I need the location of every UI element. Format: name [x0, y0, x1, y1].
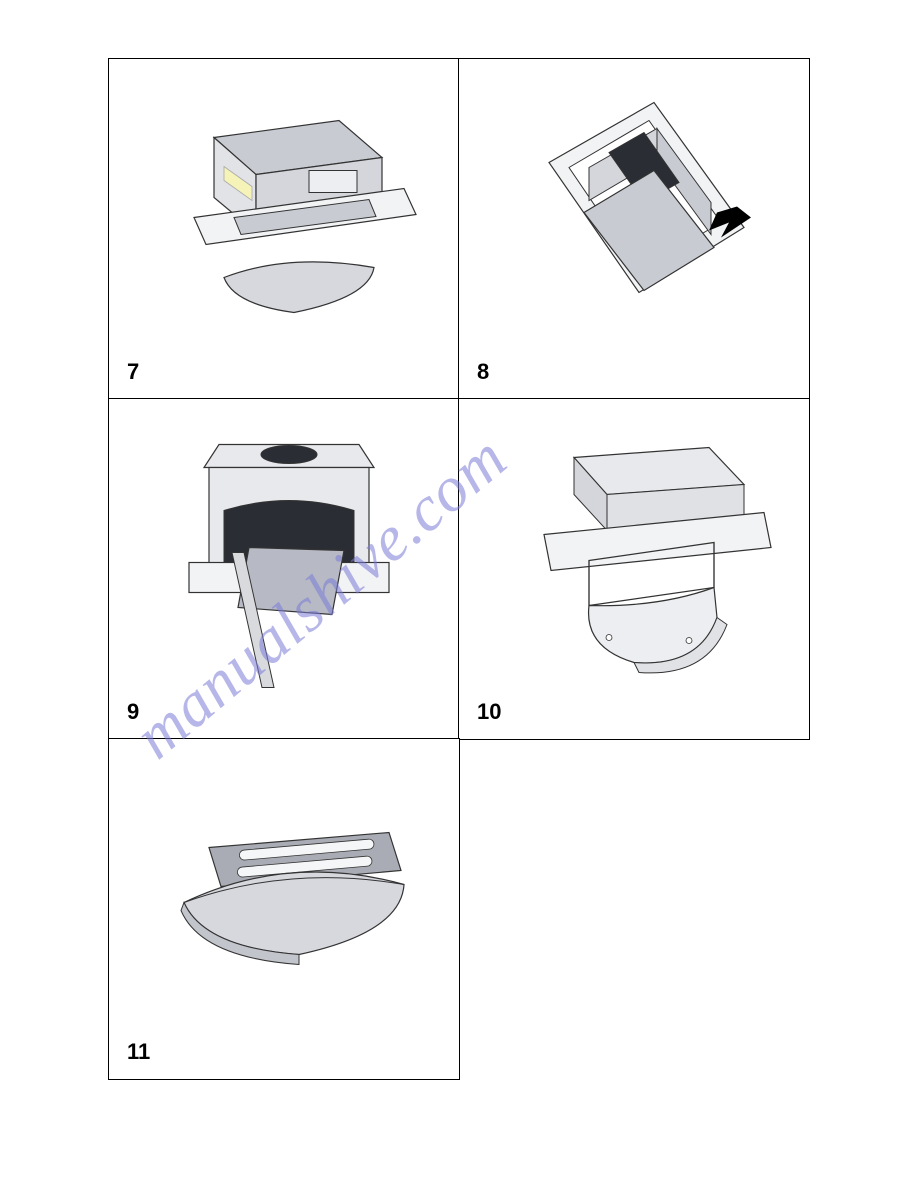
- step-illustration: [489, 413, 779, 698]
- step-number: 8: [477, 359, 489, 385]
- step-illustration: [489, 73, 779, 358]
- step-illustration: [139, 793, 429, 998]
- manual-page: 7 8: [108, 58, 808, 1078]
- step-cell: 8: [458, 58, 810, 400]
- step-illustration: [154, 403, 414, 708]
- step-cell: 11: [108, 738, 460, 1080]
- step-cell: 7: [108, 58, 460, 400]
- step-cell: 10: [458, 398, 810, 740]
- step-cell: 9: [108, 398, 460, 740]
- step-number: 7: [127, 359, 139, 385]
- step-number: 9: [127, 699, 139, 725]
- step-number: 10: [477, 699, 501, 725]
- step-number: 11: [127, 1039, 150, 1065]
- step-grid: 7 8: [108, 58, 808, 1078]
- step-illustration: [144, 83, 424, 348]
